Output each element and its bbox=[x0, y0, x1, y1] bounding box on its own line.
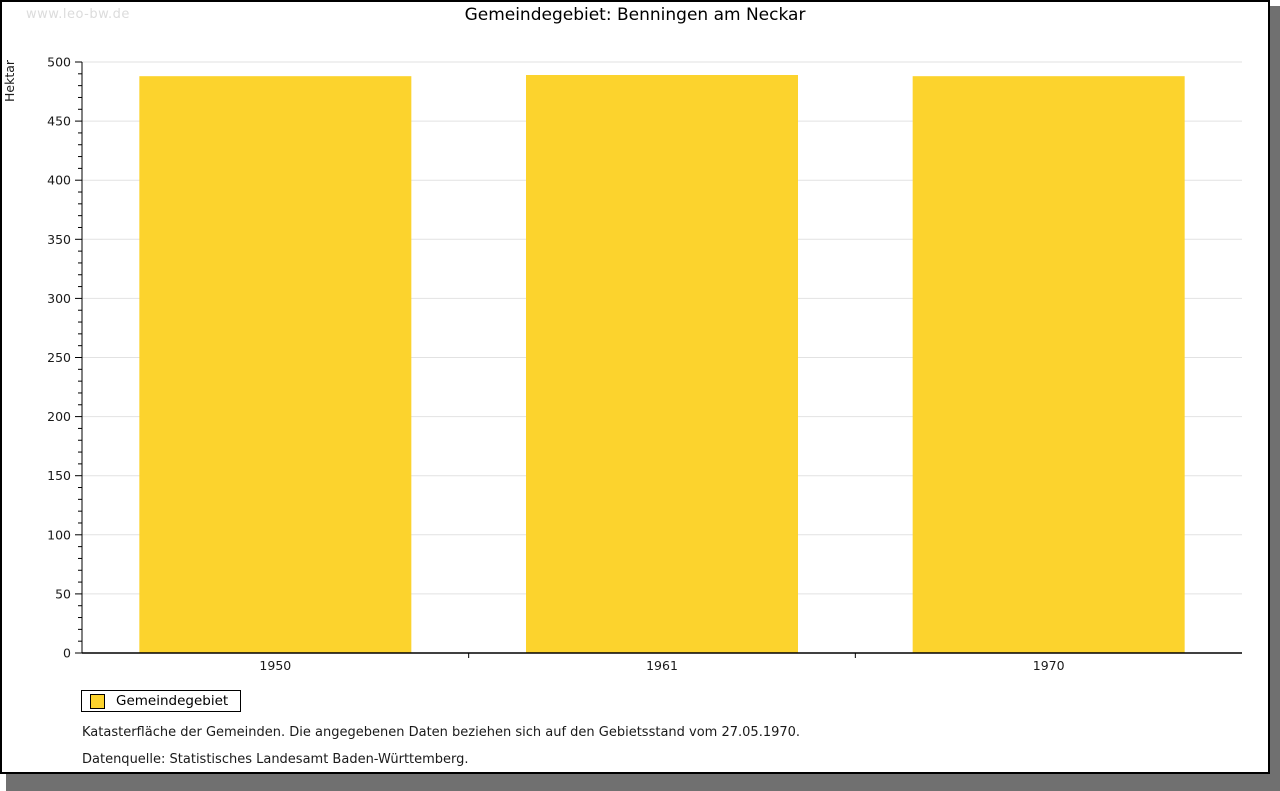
footnote-data-source: Datenquelle: Statistisches Landesamt Bad… bbox=[82, 752, 469, 767]
y-axis-label: Hektar bbox=[2, 59, 17, 102]
y-tick-label: 300 bbox=[47, 291, 71, 306]
y-tick-label: 100 bbox=[47, 527, 71, 542]
x-tick-label: 1950 bbox=[259, 658, 291, 673]
y-tick-label: 50 bbox=[55, 586, 71, 601]
x-tick-label: 1961 bbox=[646, 658, 678, 673]
y-tick-label: 500 bbox=[47, 55, 71, 70]
y-tick-label: 200 bbox=[47, 409, 71, 424]
y-tick-label: 450 bbox=[47, 114, 71, 129]
bar-1961 bbox=[526, 75, 798, 653]
y-tick-label: 250 bbox=[47, 350, 71, 365]
bar-1950 bbox=[139, 76, 412, 653]
x-tick-label: 1970 bbox=[1033, 658, 1065, 673]
y-tick-label: 0 bbox=[63, 646, 71, 661]
legend: Gemeindegebiet bbox=[81, 690, 242, 712]
legend-label: Gemeindegebiet bbox=[116, 693, 229, 709]
bar-chart: 0 50 100 150 200 250 300 350 400 450 500 1950 1961 19… bbox=[2, 55, 1242, 673]
chart-title: Gemeindegebiet: Benningen am Neckar bbox=[464, 5, 806, 25]
bar-1970 bbox=[912, 76, 1185, 653]
y-tick-label: 150 bbox=[47, 468, 71, 483]
watermark: www.leo-bw.de bbox=[26, 7, 130, 22]
legend-swatch-icon bbox=[90, 693, 105, 709]
footnote-source-note: Katasterfläche der Gemeinden. Die angege… bbox=[82, 725, 801, 740]
chart-panel: www.leo-bw.de Gemeindegebiet: Benningen … bbox=[0, 0, 1270, 774]
y-tick-label: 350 bbox=[47, 232, 71, 247]
y-tick-label: 400 bbox=[47, 173, 71, 188]
